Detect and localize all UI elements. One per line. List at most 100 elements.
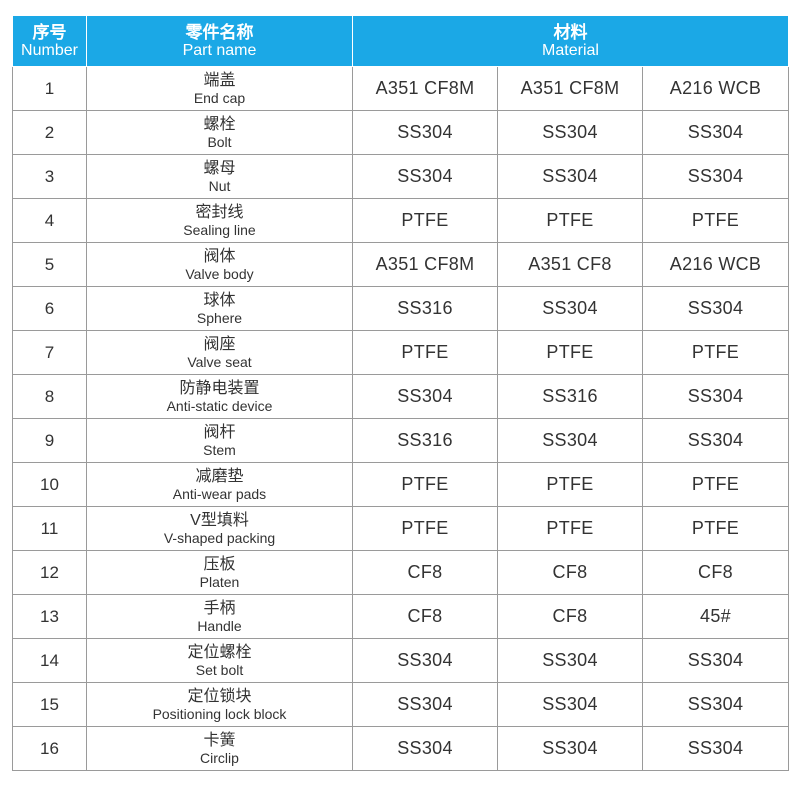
table-row: 2 螺栓 Bolt SS304 SS304 SS304 — [12, 110, 790, 155]
part-name-zh: 密封线 — [195, 203, 244, 221]
part-name-cell: 定位螺栓 Set bolt — [86, 638, 353, 683]
material-cell-2: SS316 — [497, 374, 643, 419]
material-cell-2: CF8 — [497, 594, 643, 639]
material-cell-2: PTFE — [497, 330, 643, 375]
row-number: 13 — [12, 594, 87, 639]
material-cell-2: SS304 — [497, 154, 643, 199]
material-cell-1: SS304 — [352, 682, 498, 727]
part-name-zh: 阀体 — [203, 247, 236, 265]
material-cell-3: PTFE — [641, 506, 790, 551]
table-row: 16 卡簧 Circlip SS304 SS304 SS304 — [12, 726, 790, 771]
material-cell-3: A216 WCB — [641, 242, 790, 287]
part-name-zh: 球体 — [203, 291, 236, 309]
material-cell-3: PTFE — [641, 330, 790, 375]
table-row: 3 螺母 Nut SS304 SS304 SS304 — [12, 154, 790, 199]
material-cell-3: SS304 — [641, 154, 790, 199]
row-number: 16 — [12, 726, 87, 771]
part-name-en: Handle — [197, 617, 242, 634]
part-name-zh: 定位锁块 — [187, 687, 252, 705]
material-cell-1: SS316 — [352, 286, 498, 331]
row-number: 5 — [12, 242, 87, 287]
material-cell-3: SS304 — [641, 682, 790, 727]
material-cell-1: SS304 — [352, 726, 498, 771]
row-number: 4 — [12, 198, 87, 243]
row-number: 10 — [12, 462, 87, 507]
part-name-cell: 端盖 End cap — [86, 66, 353, 111]
header-part-name-zh: 零件名称 — [185, 22, 254, 42]
part-name-en: Sealing line — [183, 221, 256, 238]
row-number: 8 — [12, 374, 87, 419]
part-name-en: Stem — [203, 441, 236, 458]
part-name-cell: 阀座 Valve seat — [86, 330, 353, 375]
row-number: 7 — [12, 330, 87, 375]
material-cell-2: SS304 — [497, 726, 643, 771]
material-cell-2: A351 CF8 — [497, 242, 643, 287]
part-name-zh: 螺栓 — [203, 115, 236, 133]
part-name-en: Sphere — [196, 309, 243, 326]
part-name-cell: V型填料 V-shaped packing — [86, 506, 353, 551]
row-number: 15 — [12, 682, 87, 727]
material-cell-1: PTFE — [352, 330, 498, 375]
part-name-en: Anti-static device — [166, 397, 273, 414]
material-cell-3: SS304 — [641, 286, 790, 331]
row-number: 3 — [12, 154, 87, 199]
table-body: 1 端盖 End cap A351 CF8M A351 CF8M A216 WCB 2 螺栓 B… — [12, 66, 790, 771]
part-name-zh: 压板 — [203, 555, 236, 573]
part-name-en: Valve body — [185, 265, 254, 282]
table-row: 7 阀座 Valve seat PTFE PTFE PTFE — [12, 330, 790, 375]
material-cell-2: A351 CF8M — [497, 66, 643, 111]
header-number-zh: 序号 — [32, 22, 67, 42]
material-cell-3: PTFE — [641, 462, 790, 507]
part-name-cell: 螺栓 Bolt — [86, 110, 353, 155]
part-name-zh: 阀杆 — [203, 423, 236, 441]
part-name-zh: 螺母 — [203, 159, 236, 177]
header-row: 序号 Number 零件名称 Part name 材料 Material — [12, 15, 790, 67]
header-number: 序号 Number — [12, 15, 87, 67]
material-cell-2: SS304 — [497, 638, 643, 683]
parts-material-sheet: 序号 Number 零件名称 Part name 材料 Material 1 端盖… — [12, 15, 790, 771]
part-name-en: Set bolt — [195, 661, 244, 678]
part-name-zh: 减磨垫 — [195, 467, 244, 485]
material-cell-3: PTFE — [641, 198, 790, 243]
row-number: 11 — [12, 506, 87, 551]
row-number: 2 — [12, 110, 87, 155]
part-name-cell: 阀体 Valve body — [86, 242, 353, 287]
table-row: 9 阀杆 Stem SS316 SS304 SS304 — [12, 418, 790, 463]
part-name-en: V-shaped packing — [163, 529, 276, 546]
table-row: 12 压板 Platen CF8 CF8 CF8 — [12, 550, 790, 595]
material-cell-3: SS304 — [641, 638, 790, 683]
part-name-zh: 阀座 — [203, 335, 236, 353]
part-name-zh: 卡簧 — [203, 731, 236, 749]
material-cell-2: PTFE — [497, 198, 643, 243]
material-cell-3: A216 WCB — [641, 66, 790, 111]
material-cell-1: A351 CF8M — [352, 242, 498, 287]
material-cell-3: SS304 — [641, 418, 790, 463]
row-number: 12 — [12, 550, 87, 595]
part-name-zh: 定位螺栓 — [187, 643, 252, 661]
material-cell-3: SS304 — [641, 110, 790, 155]
material-cell-2: SS304 — [497, 110, 643, 155]
material-cell-1: SS304 — [352, 110, 498, 155]
row-number: 6 — [12, 286, 87, 331]
material-cell-1: CF8 — [352, 594, 498, 639]
part-name-en: Nut — [208, 177, 231, 194]
part-name-zh: V型填料 — [190, 511, 249, 529]
material-cell-1: SS304 — [352, 638, 498, 683]
material-cell-2: PTFE — [497, 506, 643, 551]
part-name-cell: 压板 Platen — [86, 550, 353, 595]
material-cell-1: PTFE — [352, 198, 498, 243]
table-header: 序号 Number 零件名称 Part name 材料 Material — [12, 15, 790, 67]
header-material-zh: 材料 — [553, 22, 588, 42]
material-cell-3: SS304 — [641, 374, 790, 419]
table-row: 14 定位螺栓 Set bolt SS304 SS304 SS304 — [12, 638, 790, 683]
material-cell-1: SS316 — [352, 418, 498, 463]
table-row: 8 防静电装置 Anti-static device SS304 SS316 SS304 — [12, 374, 790, 419]
part-name-cell: 球体 Sphere — [86, 286, 353, 331]
material-cell-1: A351 CF8M — [352, 66, 498, 111]
header-part-name: 零件名称 Part name — [86, 15, 353, 67]
part-name-en: Anti-wear pads — [172, 485, 267, 502]
material-cell-1: SS304 — [352, 374, 498, 419]
table-row: 13 手柄 Handle CF8 CF8 45# — [12, 594, 790, 639]
part-name-zh: 端盖 — [203, 71, 236, 89]
material-cell-3: SS304 — [641, 726, 790, 771]
